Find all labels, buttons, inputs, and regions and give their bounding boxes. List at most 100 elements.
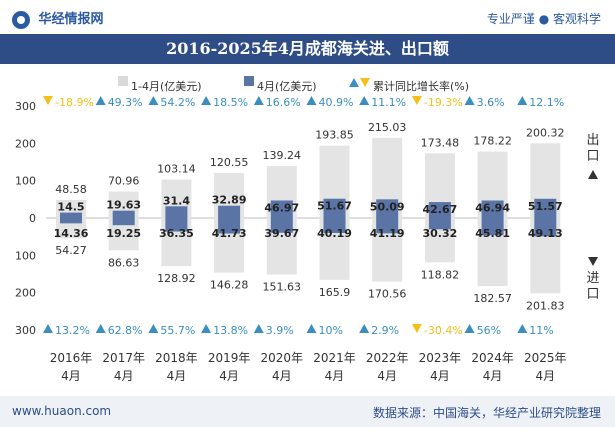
bar-export-month	[165, 206, 188, 218]
label-growth-import: 10%	[319, 324, 343, 337]
label-export-ytd: 139.24	[263, 149, 302, 162]
side-export-arrow-icon	[588, 170, 598, 179]
label-growth-export: 18.5%	[213, 96, 248, 109]
y-tick-label: 100	[15, 249, 36, 262]
bar-import-month	[534, 218, 557, 237]
growth-import-down-icon	[411, 324, 422, 333]
growth-import-up-icon	[359, 324, 370, 333]
label-growth-export: -19.3%	[424, 96, 463, 109]
growth-export-up-icon	[517, 96, 528, 105]
y-tick-label: 100	[15, 175, 36, 188]
growth-export-down-icon	[43, 96, 53, 105]
legend-label-month: 4月(亿美元)	[257, 80, 317, 93]
label-growth-export: 3.6%	[477, 96, 505, 109]
bar-import-month	[270, 218, 293, 233]
chart-title: 2016-2025年4月成都海关进、出口额	[166, 39, 449, 58]
label-growth-import: 2.9%	[371, 324, 399, 337]
x-tick-label: 2023年	[419, 351, 462, 365]
x-tick-label: 4月	[114, 369, 134, 383]
legend-growth-up-icon	[349, 78, 359, 87]
legend-swatch-ytd	[118, 76, 128, 86]
x-tick-label: 2019年	[208, 351, 251, 365]
label-export-ytd: 200.32	[526, 126, 565, 139]
bar-export-month	[376, 199, 399, 218]
label-export-month: 46.97	[264, 201, 299, 214]
bar-import-month	[428, 218, 451, 230]
label-growth-export: 12.1%	[529, 96, 564, 109]
legend-growth-down-icon	[360, 78, 370, 87]
chart: 1-4月(亿美元) 4月(亿美元) 累计同比增长率(%) 300 200 100 0 100 2…	[15, 76, 600, 383]
label-import-ytd: 182.57	[473, 292, 512, 305]
growth-import-up-icon	[253, 324, 264, 333]
growth-export-up-icon	[306, 96, 317, 105]
label-export-ytd: 215.03	[368, 121, 407, 134]
label-import-ytd: 151.63	[263, 281, 302, 294]
side-import-arrow-icon	[588, 257, 598, 266]
bar-import-month	[60, 218, 82, 224]
label-export-month: 42.67	[423, 203, 458, 216]
label-export-month: 19.63	[106, 199, 141, 212]
x-tick-label: 4月	[219, 369, 239, 383]
legend-swatch-month	[244, 76, 254, 86]
label-import-ytd: 165.9	[319, 286, 351, 299]
x-tick-label: 4月	[167, 369, 187, 383]
x-tick-label: 2020年	[261, 351, 304, 365]
side-label-export: 出	[586, 133, 599, 148]
bar-import-month	[112, 218, 135, 226]
footer: www.huaon.com 数据来源：中国海关，华经产业研究院整理	[0, 396, 615, 427]
slogan: 专业严谨 ● 客观科学	[486, 12, 601, 26]
label-growth-export: 16.6%	[266, 96, 301, 109]
label-export-month: 51.67	[317, 200, 352, 213]
label-export-month: 46.94	[475, 201, 510, 214]
growth-import-up-icon	[464, 324, 475, 333]
growth-export-up-icon	[359, 96, 370, 105]
x-tick-label: 2024年	[471, 351, 514, 365]
bar-export-month	[428, 202, 451, 218]
x-tick-label: 2022年	[366, 351, 409, 365]
bar-export-month	[534, 198, 557, 218]
y-tick-label: 200	[15, 287, 36, 300]
bar-import-month	[165, 218, 188, 232]
label-import-month: 45.81	[475, 227, 510, 240]
x-tick-label: 4月	[377, 369, 397, 383]
growth-export-up-icon	[95, 96, 106, 105]
label-export-ytd: 193.85	[315, 129, 354, 142]
bar-import-month	[376, 218, 399, 234]
bar-export-month	[481, 200, 504, 218]
x-tick-label: 2018年	[155, 351, 198, 365]
growth-import-up-icon	[95, 324, 106, 333]
label-growth-export: 11.1%	[371, 96, 406, 109]
brand[interactable]: 华经情报网	[12, 8, 104, 29]
label-import-month: 30.32	[423, 227, 458, 240]
label-import-ytd: 201.83	[526, 299, 565, 312]
legend-label-growth: 累计同比增长率(%)	[373, 79, 469, 93]
label-export-month: 31.4	[163, 194, 190, 207]
label-export-ytd: 103.14	[157, 163, 196, 176]
bar-export-month	[60, 212, 82, 218]
label-import-ytd: 146.28	[210, 279, 249, 292]
growth-import-up-icon	[306, 324, 317, 333]
label-import-month: 14.36	[54, 227, 89, 240]
label-growth-import: 13.8%	[213, 324, 248, 337]
x-tick-label: 4月	[325, 369, 345, 383]
label-export-ytd: 173.48	[421, 136, 460, 149]
label-import-month: 49.13	[528, 227, 563, 240]
y-tick-label: 200	[15, 137, 36, 150]
legend: 1-4月(亿美元) 4月(亿美元) 累计同比增长率(%)	[118, 76, 469, 93]
label-import-ytd: 170.56	[368, 288, 407, 301]
label-growth-import: 11%	[529, 324, 553, 337]
label-export-ytd: 120.55	[210, 156, 249, 169]
label-import-month: 39.67	[264, 227, 299, 240]
label-import-month: 41.19	[370, 227, 405, 240]
label-growth-import: 13.2%	[55, 324, 90, 337]
label-export-month: 32.89	[212, 194, 247, 207]
bar-import-month	[218, 218, 241, 234]
footer-website[interactable]: www.huaon.com	[12, 404, 112, 418]
label-growth-import: -30.4%	[424, 324, 463, 337]
label-import-month: 41.73	[212, 227, 247, 240]
side-label-import: 进	[586, 271, 599, 286]
x-tick-label: 2017年	[102, 351, 145, 365]
label-growth-import: 55.7%	[160, 324, 195, 337]
label-export-month: 51.57	[528, 200, 563, 213]
